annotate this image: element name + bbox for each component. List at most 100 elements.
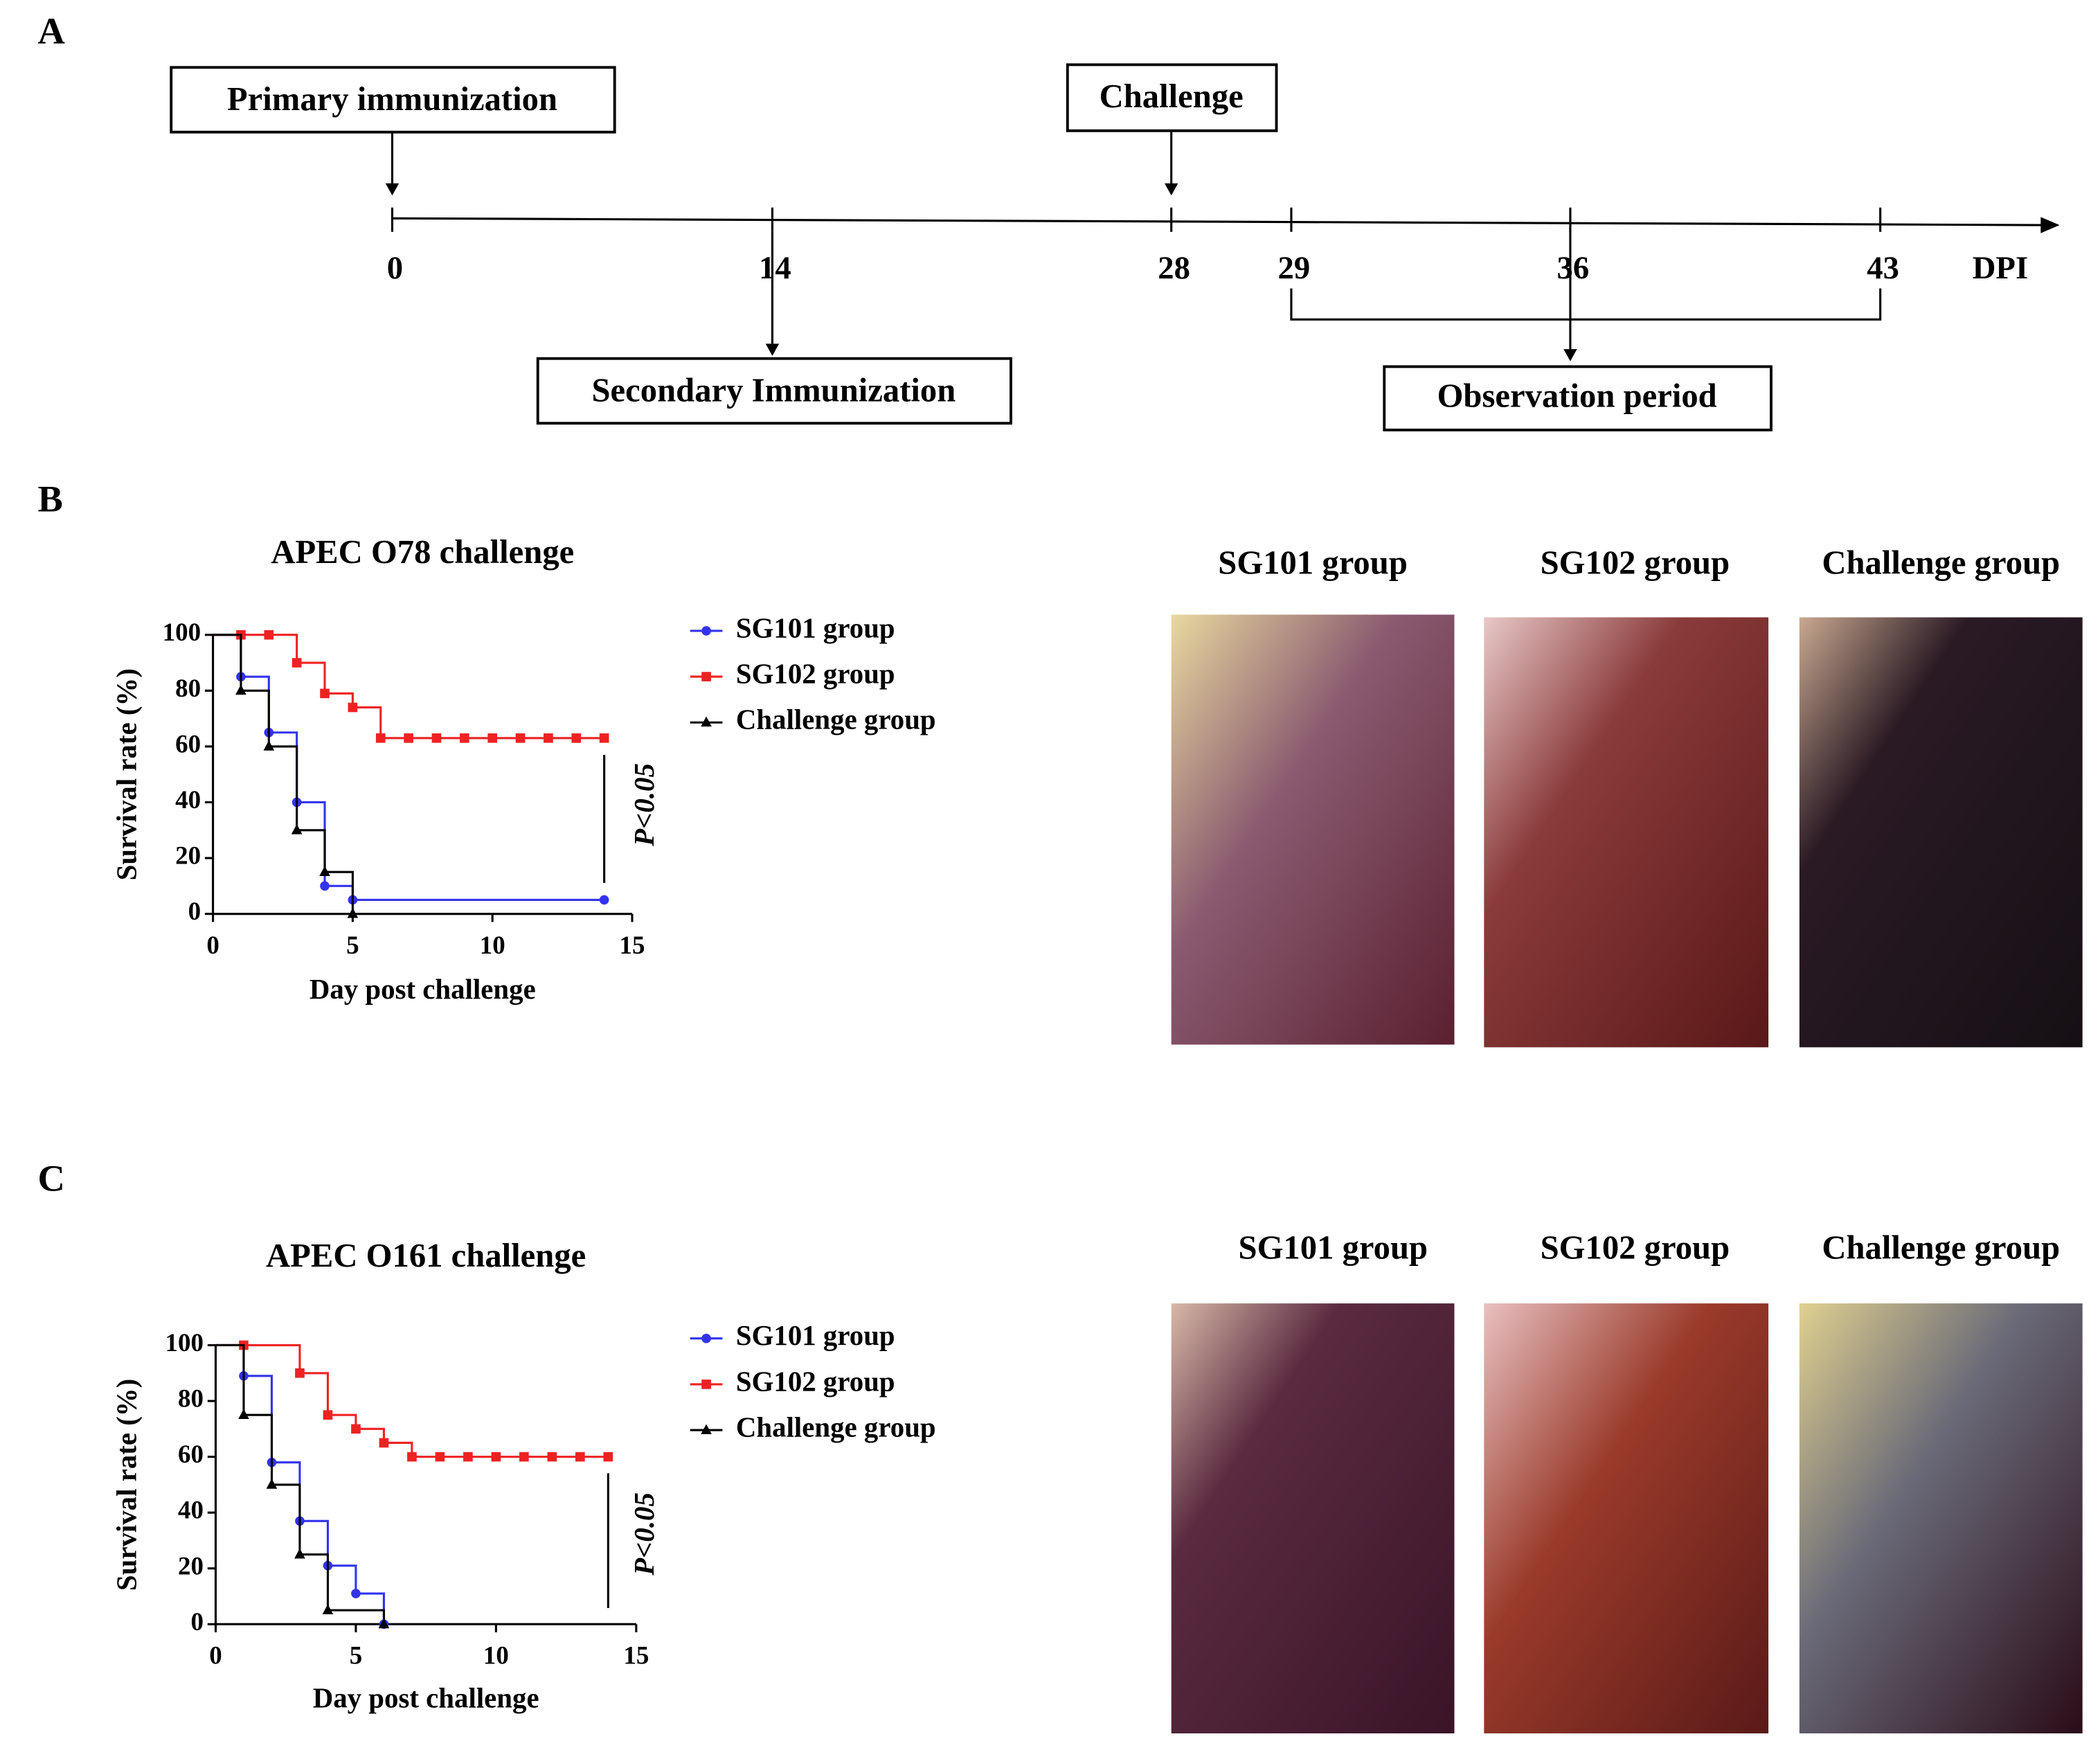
marker bbox=[235, 684, 246, 695]
marker bbox=[603, 1452, 613, 1462]
marker bbox=[519, 1452, 529, 1462]
marker bbox=[295, 1368, 305, 1378]
marker bbox=[431, 733, 442, 743]
marker bbox=[404, 733, 413, 743]
marker bbox=[575, 1452, 585, 1462]
legend-marker bbox=[701, 1424, 712, 1434]
marker bbox=[378, 1618, 390, 1629]
chart-title: APEC O78 challenge bbox=[271, 533, 574, 571]
legend-marker bbox=[701, 1379, 711, 1389]
y-tick-label: 80 bbox=[178, 1384, 204, 1413]
marker bbox=[491, 1452, 501, 1462]
marker bbox=[291, 824, 303, 834]
timeline-tick-label: 28 bbox=[1158, 250, 1190, 286]
marker bbox=[599, 733, 609, 743]
panel-label: C bbox=[38, 1157, 65, 1199]
marker bbox=[347, 907, 359, 918]
photo bbox=[1484, 1303, 1769, 1734]
photo-label: Challenge group bbox=[1822, 544, 2060, 582]
x-tick-label: 15 bbox=[620, 931, 645, 959]
marker bbox=[460, 733, 469, 743]
marker bbox=[264, 630, 274, 640]
marker bbox=[351, 1589, 361, 1598]
timeline-unit: DPI bbox=[1973, 250, 2028, 286]
marker bbox=[294, 1548, 305, 1559]
x-axis-label: Day post challenge bbox=[309, 974, 536, 1005]
y-tick-label: 100 bbox=[163, 618, 201, 646]
annotation: P<0.05 bbox=[629, 763, 660, 847]
survival-curve bbox=[215, 1343, 609, 1458]
x-axis-label: Day post challenge bbox=[313, 1683, 539, 1714]
x-tick-label: 0 bbox=[206, 931, 219, 959]
y-tick-label: 60 bbox=[178, 1440, 204, 1468]
photo-label: SG101 group bbox=[1239, 1229, 1428, 1266]
survival-curve bbox=[213, 634, 604, 902]
marker bbox=[375, 733, 386, 743]
legend-label: SG101 group bbox=[736, 612, 895, 643]
marker bbox=[515, 733, 526, 743]
timeline-tick-label: 36 bbox=[1556, 250, 1589, 286]
timeline-arrowhead bbox=[2040, 217, 2060, 233]
survival-curve bbox=[213, 634, 354, 914]
y-axis-label: Survival rate (%) bbox=[111, 1379, 142, 1591]
marker bbox=[319, 866, 330, 877]
marker bbox=[266, 1479, 278, 1489]
marker bbox=[544, 733, 553, 743]
timeline-tick-label: 29 bbox=[1278, 250, 1311, 286]
legend-label: SG102 group bbox=[736, 658, 895, 689]
marker bbox=[320, 688, 330, 699]
legend-label: SG102 group bbox=[736, 1366, 895, 1397]
marker bbox=[238, 1409, 249, 1420]
photo-label: SG102 group bbox=[1541, 1229, 1730, 1266]
event-box bbox=[1383, 365, 1773, 431]
y-tick-label: 40 bbox=[178, 1496, 204, 1524]
marker bbox=[463, 1452, 473, 1462]
timeline-axis bbox=[392, 217, 2049, 226]
photo bbox=[1484, 617, 1769, 1048]
x-tick-label: 10 bbox=[480, 931, 505, 959]
timeline-tick-label: 43 bbox=[1867, 250, 1899, 286]
photo bbox=[1799, 1303, 2083, 1734]
photo bbox=[1171, 614, 1455, 1045]
legend-marker bbox=[701, 716, 712, 727]
event-box bbox=[1066, 63, 1278, 132]
event-box bbox=[536, 357, 1012, 425]
y-tick-label: 0 bbox=[188, 897, 201, 925]
event-label: Secondary Immunization bbox=[591, 372, 955, 409]
panel-label: A bbox=[38, 10, 65, 52]
legend-marker bbox=[701, 1333, 711, 1343]
photo-label: Challenge group bbox=[1822, 1229, 2060, 1266]
survival-curve bbox=[215, 1343, 385, 1625]
event-label: Observation period bbox=[1437, 377, 1717, 414]
y-tick-label: 40 bbox=[175, 785, 201, 814]
marker bbox=[599, 895, 609, 905]
marker bbox=[571, 733, 582, 743]
arrowhead bbox=[385, 183, 1577, 361]
marker bbox=[263, 740, 275, 751]
connector bbox=[391, 130, 1882, 353]
event-label: Primary immunization bbox=[227, 80, 557, 118]
photo-label: SG101 group bbox=[1218, 544, 1408, 582]
annotation: P<0.05 bbox=[629, 1492, 660, 1576]
marker bbox=[323, 1410, 333, 1420]
chart-title: APEC O161 challenge bbox=[266, 1237, 586, 1274]
x-tick-label: 0 bbox=[209, 1641, 222, 1670]
legend-label: Challenge group bbox=[736, 1411, 936, 1443]
y-tick-label: 20 bbox=[178, 1551, 204, 1580]
x-tick-label: 10 bbox=[483, 1641, 509, 1670]
y-tick-label: 100 bbox=[165, 1328, 203, 1357]
event-box bbox=[170, 66, 616, 134]
photo bbox=[1171, 1303, 1455, 1734]
x-tick-label: 15 bbox=[623, 1641, 649, 1670]
y-axis-label: Survival rate (%) bbox=[111, 668, 142, 880]
timeline-tick-label: 0 bbox=[387, 250, 403, 286]
marker bbox=[291, 658, 302, 668]
marker bbox=[379, 1438, 389, 1448]
marker bbox=[322, 1604, 334, 1615]
y-tick-label: 60 bbox=[175, 729, 201, 758]
photo-label: SG102 group bbox=[1541, 544, 1730, 582]
marker bbox=[348, 702, 358, 713]
photo bbox=[1799, 617, 2083, 1048]
y-tick-label: 0 bbox=[190, 1607, 203, 1636]
